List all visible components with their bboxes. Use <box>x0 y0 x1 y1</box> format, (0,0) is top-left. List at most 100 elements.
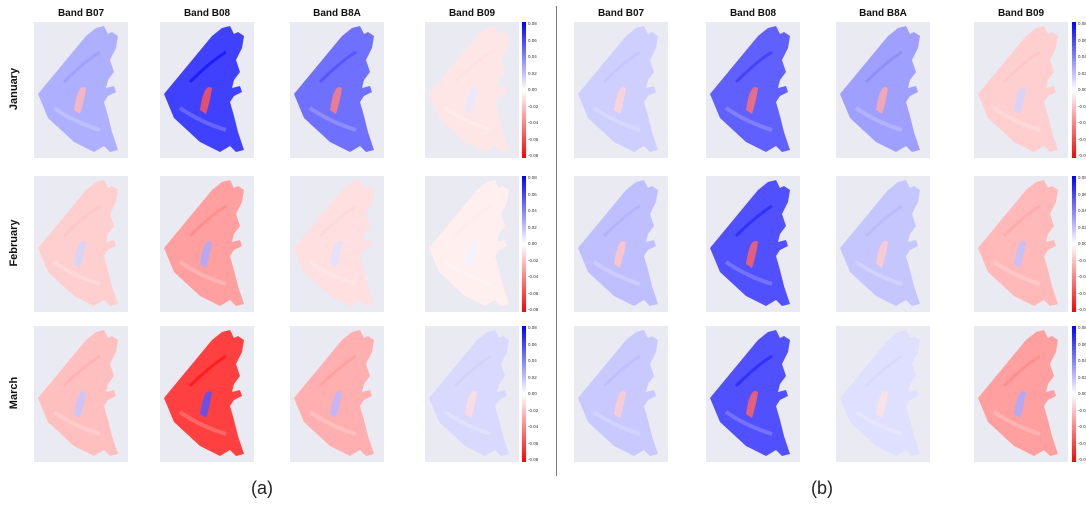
colorbar-ticks: 0.08 0.06 0.04 0.02 0.00 -0.02 -0.04 -0.06 -0.08 <box>528 21 548 158</box>
colorbar-ticks: 0.08 0.06 0.04 0.02 0.00 -0.02 -0.04 -0.06 -0.08 <box>1078 325 1086 462</box>
colorbar-ticks: 0.08 0.06 0.04 0.02 0.00 -0.02 -0.04 -0.06 -0.08 <box>528 325 548 462</box>
map-tile-february-band-b09 <box>974 176 1068 312</box>
colorbar-january <box>522 22 526 158</box>
colorbar-january <box>1072 22 1076 158</box>
colorbar-tick-label: 0.08 <box>1078 325 1086 330</box>
colorbar-tick-label: -0.02 <box>528 257 539 263</box>
map-tile-january-band-b8a <box>836 22 930 158</box>
map-tile-march-band-b09 <box>974 326 1068 462</box>
map-tile-january-band-b08 <box>160 22 254 158</box>
colorbar-tick-label: -0.08 <box>1078 307 1086 312</box>
colorbar-tick-label: -0.08 <box>528 457 539 462</box>
colorbar-march <box>1072 326 1076 462</box>
colorbar-tick-label: 0.02 <box>528 374 537 380</box>
map-tile-february-band-b07 <box>34 176 128 312</box>
colorbar-tick-label: 0.02 <box>528 70 537 76</box>
colorbar-tick-label: -0.06 <box>528 136 539 142</box>
colorbar-ticks: 0.08 0.06 0.04 0.02 0.00 -0.02 -0.04 -0.06 -0.08 <box>1078 21 1086 158</box>
colorbar-tick-label: 0.06 <box>528 37 537 43</box>
colorbar-tick-label: 0.08 <box>528 21 537 26</box>
colorbar-tick-label: -0.02 <box>1078 103 1086 109</box>
map-tile-january-band-b09 <box>425 22 519 158</box>
colorbar-tick-label: -0.04 <box>528 120 539 125</box>
colorbar-tick-label: 0.08 <box>528 325 537 330</box>
colorbar-tick-label: 0.08 <box>1078 21 1086 26</box>
colorbar-tick-label: 0.04 <box>528 358 537 363</box>
colorbar-february <box>522 176 526 312</box>
map-tile-january-band-b8a <box>290 22 384 158</box>
row-label-february: February <box>8 219 20 267</box>
map-tile-march-band-b09 <box>425 326 519 462</box>
map-tile-february-band-b08 <box>160 176 254 312</box>
map-tile-february-band-b8a <box>290 176 384 312</box>
colorbar-tick-label: -0.08 <box>528 153 539 158</box>
map-tile-march-band-b8a <box>290 326 384 462</box>
colorbar-tick-label: -0.04 <box>1078 120 1086 125</box>
colorbar-tick-label: 0.06 <box>1078 341 1086 347</box>
colorbar-tick-label: 0.02 <box>1078 224 1086 230</box>
map-tile-january-band-b07 <box>574 22 668 158</box>
map-tile-february-band-b08 <box>706 176 800 312</box>
panel-caption-b: (b) <box>811 478 833 498</box>
map-tile-january-band-b09 <box>974 22 1068 158</box>
map-tile-february-band-b07 <box>574 176 668 312</box>
colorbar-tick-label: -0.02 <box>1078 407 1086 413</box>
colorbar-tick-label: -0.06 <box>1078 136 1086 142</box>
row-label-january: January <box>8 67 20 111</box>
map-tile-january-band-b07 <box>34 22 128 158</box>
colorbar-tick-label: -0.08 <box>528 307 539 312</box>
colorbar-tick-label: -0.08 <box>1078 153 1086 158</box>
colorbar-tick-label: 0.00 <box>1078 87 1086 92</box>
colorbar-tick-label: -0.06 <box>1078 290 1086 296</box>
map-tile-february-band-b8a <box>836 176 930 312</box>
colorbar-tick-label: 0.06 <box>528 191 537 197</box>
map-tile-january-band-b08 <box>706 22 800 158</box>
colorbar-tick-label: 0.02 <box>528 224 537 230</box>
colorbar-tick-label: 0.06 <box>528 341 537 347</box>
colorbar-tick-label: 0.00 <box>1078 241 1086 246</box>
colorbar-tick-label: -0.02 <box>528 103 539 109</box>
colorbar-tick-label: -0.06 <box>528 440 539 446</box>
column-header-band-b09: Band B09 <box>448 8 496 19</box>
panel-b: Band B07 Band B08 Band B8A Band B09 0.08 0.06… <box>560 0 1086 506</box>
colorbar-tick-label: 0.04 <box>528 54 537 59</box>
colorbar-tick-label: -0.04 <box>528 424 539 429</box>
column-header-band-b08: Band B08 <box>729 8 777 19</box>
panel-divider <box>556 6 557 476</box>
colorbar-tick-label: 0.08 <box>528 175 537 180</box>
column-header-band-b8a: Band B8A <box>313 8 361 19</box>
colorbar-tick-label: -0.06 <box>1078 440 1086 446</box>
colorbar-tick-label: 0.02 <box>1078 374 1086 380</box>
map-tile-march-band-b08 <box>160 326 254 462</box>
colorbar-tick-label: -0.08 <box>1078 457 1086 462</box>
colorbar-tick-label: 0.00 <box>528 391 537 396</box>
colorbar-tick-label: 0.00 <box>1078 391 1086 396</box>
map-tile-march-band-b08 <box>706 326 800 462</box>
colorbar-ticks: 0.08 0.06 0.04 0.02 0.00 -0.02 -0.04 -0.06 -0.08 <box>1078 175 1086 312</box>
colorbar-tick-label: 0.00 <box>528 87 537 92</box>
colorbar-tick-label: -0.04 <box>1078 424 1086 429</box>
map-tile-february-band-b09 <box>425 176 519 312</box>
column-header-band-b8a: Band B8A <box>859 8 907 19</box>
column-header-band-b09: Band B09 <box>997 8 1045 19</box>
colorbar-tick-label: -0.04 <box>528 274 539 279</box>
colorbar-tick-label: 0.00 <box>528 241 537 246</box>
colorbar-ticks: 0.08 0.06 0.04 0.02 0.00 -0.02 -0.04 -0.06 -0.08 <box>528 175 548 312</box>
panel-caption-a: (a) <box>251 478 273 498</box>
colorbar-tick-label: -0.04 <box>1078 274 1086 279</box>
colorbar-tick-label: -0.06 <box>528 290 539 296</box>
colorbar-tick-label: 0.08 <box>1078 175 1086 180</box>
colorbar-tick-label: 0.04 <box>1078 208 1086 213</box>
colorbar-tick-label: -0.02 <box>1078 257 1086 263</box>
map-tile-march-band-b07 <box>574 326 668 462</box>
column-header-band-b07: Band B07 <box>597 8 645 19</box>
colorbar-march <box>522 326 526 462</box>
row-label-march: March <box>8 376 20 410</box>
colorbar-february <box>1072 176 1076 312</box>
colorbar-tick-label: -0.02 <box>528 407 539 413</box>
column-header-band-b07: Band B07 <box>57 8 105 19</box>
map-tile-march-band-b07 <box>34 326 128 462</box>
column-header-band-b08: Band B08 <box>183 8 231 19</box>
colorbar-tick-label: 0.04 <box>1078 54 1086 59</box>
colorbar-tick-label: 0.04 <box>1078 358 1086 363</box>
